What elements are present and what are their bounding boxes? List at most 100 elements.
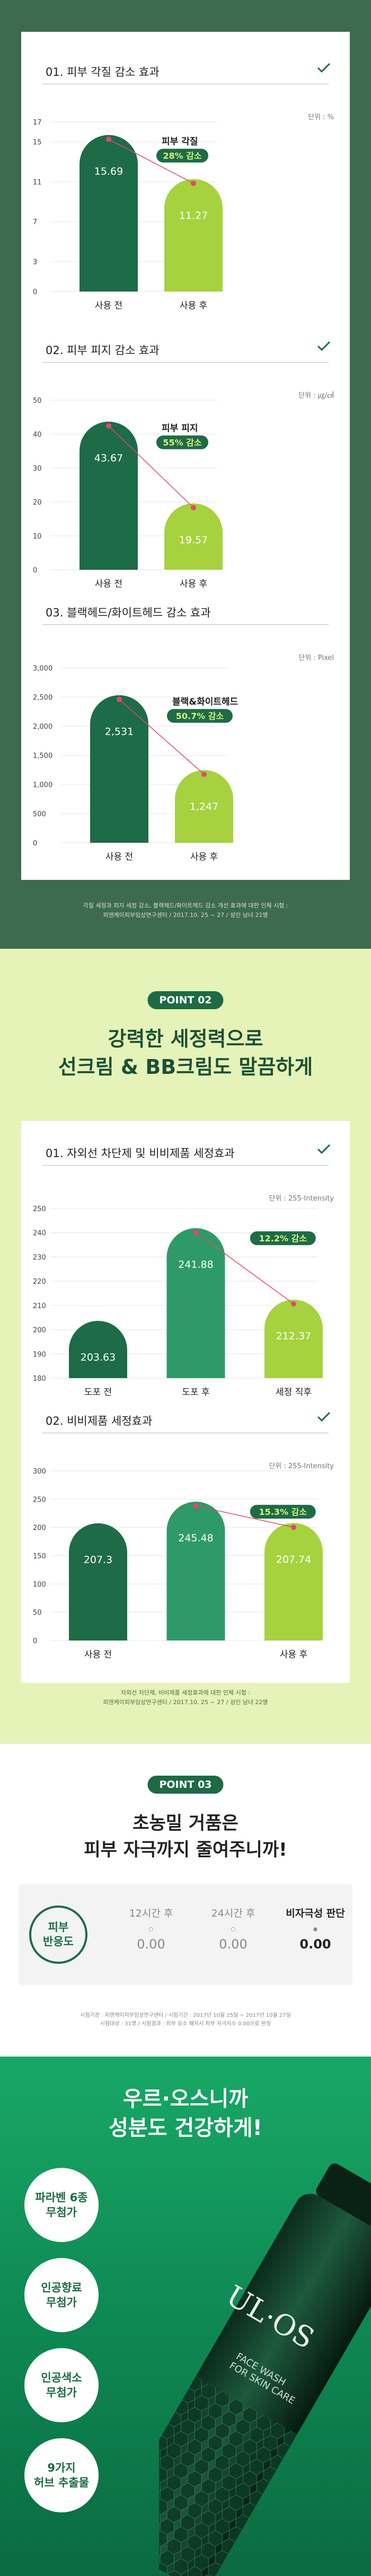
cleansing-card: 01. 자외선 차단제 및 비비제품 세정효과 단위 : 255-Intensi… <box>21 1121 350 1683</box>
x-tick-label: 사용 전 <box>84 1649 112 1660</box>
trend-point <box>106 136 111 142</box>
trend-point <box>193 1230 199 1236</box>
dot-icon <box>231 1927 235 1931</box>
y-tick-label: 240 <box>33 1230 46 1238</box>
bar-chart-3: 0 500 1,000 1,500 2,000 2,500 3,000 2,531 사용 전 1,… <box>33 665 238 862</box>
y-tick-label: 200 <box>33 1524 46 1532</box>
x-tick-label: 사용 후 <box>190 852 218 862</box>
unit-label: 단위 : 255-Intensity <box>269 1195 334 1203</box>
divider <box>42 362 329 363</box>
chart-block-5: 02. 비비제품 세정효과 단위 : 255-Intensity 0 50 100 1… <box>21 1411 350 1678</box>
x-tick-label: 도포 전 <box>84 1387 112 1398</box>
point-badge: POINT 03 <box>147 1776 224 1794</box>
y-tick-label: 50 <box>33 1609 42 1617</box>
section-point-03: POINT 03 초농밀 거품은 피부 자극까지 줄여주니까! 피부 반응도 1… <box>0 1744 371 2057</box>
unit-label: 단위 : Pixel <box>298 654 334 662</box>
y-tick-label: 210 <box>33 1302 46 1310</box>
annotation-badge-text: 55% 감소 <box>163 438 202 448</box>
y-tick-label: 0 <box>33 567 37 575</box>
y-tick-label: 3 <box>33 259 37 267</box>
dot-icon <box>313 1927 317 1931</box>
data-label: 19.57 <box>179 534 208 546</box>
unit-label: 단위 : ㎍/㎠ <box>298 392 334 400</box>
trend-point <box>291 1524 296 1530</box>
y-tick-label: 1,500 <box>33 752 52 760</box>
y-tick-label: 0 <box>33 1637 37 1645</box>
ingredient-badge: 9가지 허브 추출물 <box>24 2438 99 2512</box>
y-tick-label: 200 <box>33 1327 46 1335</box>
bar-chart-4: 180 190 200 210 220 230 240 250 203.63 도포 전 241.88… <box>33 1205 323 1398</box>
bar <box>69 1523 127 1640</box>
column-header: 24시간 후 <box>211 1908 255 1919</box>
x-tick-label: 사용 후 <box>280 1649 307 1660</box>
x-tick-label: 사용 전 <box>95 579 122 589</box>
trend-line <box>119 699 205 775</box>
x-tick-label: 사용 전 <box>95 301 122 311</box>
y-tick-label: 250 <box>33 1205 46 1213</box>
y-tick-label: 1,000 <box>33 781 52 789</box>
chart-block-2: 02. 피부 피지 감소 효과 단위 : ㎍/㎠ 0 10 20 30 40 50 43.6… <box>21 341 350 596</box>
bar <box>80 421 138 570</box>
trend-line <box>108 425 194 508</box>
annotation-label: 피부 각질 <box>162 136 198 147</box>
y-tick-label: 100 <box>33 1581 46 1589</box>
chart-title: 03. 블랙헤드/화이트헤드 감소 효과 <box>46 606 211 619</box>
irritation-table: 피부 반응도 12시간 후 0.00 24시간 후 0.00 비자극성 판단 0.00 <box>19 1884 352 1985</box>
y-tick-label: 10 <box>33 533 42 541</box>
bar <box>164 503 223 570</box>
y-tick-label: 20 <box>33 499 42 507</box>
column-value: 0.00 <box>299 1937 331 1952</box>
y-tick-label: 0 <box>33 840 37 848</box>
data-label: 11.27 <box>179 210 208 222</box>
y-tick-label: 2,000 <box>33 723 52 731</box>
chart-block-1: 01. 피부 각질 감소 효과 단위 : % 0 3 7 11 15 17 15.69 사용 … <box>21 63 350 318</box>
y-tick-label: 220 <box>33 1278 46 1286</box>
bar <box>90 695 148 843</box>
row-label: 피부 반응도 <box>29 1905 87 1964</box>
bar <box>166 1502 225 1640</box>
y-tick-label: 0 <box>33 288 37 296</box>
footnote: 각질 세정과 피지 세정 감소, 블랙헤드/화이트헤드 감소 개선 효과에 대한… <box>0 901 371 920</box>
bar <box>264 1300 323 1378</box>
trend-point <box>191 505 196 510</box>
section-skin-effects: 01. 피부 각질 감소 효과 단위 : % 0 3 7 11 15 17 15.69 사용 … <box>0 0 371 949</box>
trend-line <box>108 138 194 184</box>
y-tick-label: 500 <box>33 810 46 818</box>
unit-label: 단위 : 255-Intensity <box>269 1462 334 1470</box>
y-tick-label: 250 <box>33 1496 46 1504</box>
chart-title: 01. 피부 각질 감소 효과 <box>46 66 160 78</box>
bar-chart-5: 0 50 100 150 200 250 300 207.3 사용 전 245.48 207.74 사… <box>33 1468 323 1660</box>
y-tick-label: 50 <box>33 397 42 405</box>
data-label: 1,247 <box>190 801 218 813</box>
annotation-badge-text: 50.7% 감소 <box>176 711 224 721</box>
unit-label: 단위 : % <box>308 113 334 121</box>
trend-line <box>196 1505 294 1528</box>
bar-chart-1: 0 3 7 11 15 17 15.69 사용 전 11.27 사용 후 피부 각질 28% 감소 <box>33 119 223 311</box>
point-badge: POINT 02 <box>147 991 224 1009</box>
y-tick-label: 180 <box>33 1375 46 1383</box>
trend-point <box>291 1301 296 1307</box>
annotation-badge <box>250 1505 316 1519</box>
x-tick-label: 세정 직후 <box>276 1387 312 1398</box>
trend-point <box>117 696 122 702</box>
y-tick-label: 11 <box>33 179 42 187</box>
product-bottle-image <box>159 2163 371 2576</box>
footnote-line: 자외선 차단제, 비비제품 세정효과에 대한 인체 시험 : <box>120 1689 251 1696</box>
data-label: 2,531 <box>105 726 134 738</box>
x-tick-label: 사용 후 <box>180 301 207 311</box>
chart-block-4: 01. 자외선 차단제 및 비비제품 세정효과 단위 : 255-Intensi… <box>21 1144 350 1421</box>
headline-line1: 초농밀 거품은 <box>132 1813 238 1834</box>
data-label: 212.37 <box>276 1330 311 1342</box>
footnote-line: 각질 세정과 피지 세정 감소, 블랙헤드/화이트헤드 감소 개선 효과에 대한… <box>83 902 288 909</box>
check-icon <box>317 1144 331 1154</box>
headline-line2: 선크림 & BB크림도 말끔하게 <box>58 1055 313 1079</box>
y-tick-label: 40 <box>33 431 42 439</box>
annotation-badge-text: 12.2% 감소 <box>259 1233 307 1243</box>
data-label: 207.3 <box>84 1554 112 1566</box>
section-ingredients: 우르·오스니까 성분도 건강하게! 파라벤 6종 무첨가 인공향료 무첨가 인공색소… <box>0 2057 371 2576</box>
bar <box>164 179 223 292</box>
column-header: 비자극성 판단 <box>286 1908 345 1919</box>
result-column: 12시간 후 0.00 <box>114 1905 188 1952</box>
ingredient-badge: 인공색소 무첨가 <box>24 2348 99 2422</box>
y-tick-label: 190 <box>33 1351 46 1358</box>
